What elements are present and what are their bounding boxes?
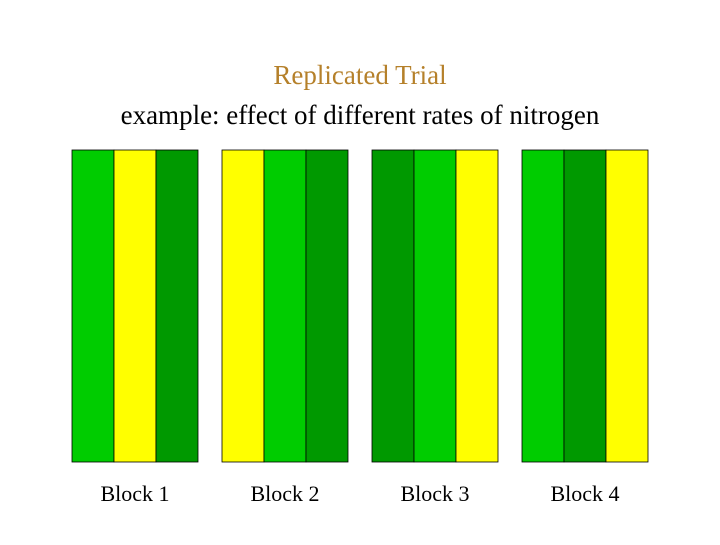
- plot-strip: [113, 149, 157, 463]
- plot-strip: [71, 149, 115, 463]
- plot-strip: [263, 149, 307, 463]
- plot-strip: [455, 149, 499, 463]
- block-label: Block 1: [100, 481, 169, 506]
- block-label: Block 4: [550, 481, 619, 506]
- plot-strip: [605, 149, 649, 463]
- plot-strip: [305, 149, 349, 463]
- subtitle: example: effect of different rates of ni…: [121, 100, 600, 130]
- block-label: Block 3: [400, 481, 469, 506]
- plot-strip: [521, 149, 565, 463]
- plot-strip: [563, 149, 607, 463]
- plot-strip: [371, 149, 415, 463]
- block-label: Block 2: [250, 481, 319, 506]
- plot-strip: [155, 149, 199, 463]
- plot-strip: [221, 149, 265, 463]
- title: Replicated Trial: [273, 60, 446, 90]
- plot-strip: [413, 149, 457, 463]
- blocks: Block 1 Block 2 Block 3 Block 4: [71, 149, 649, 506]
